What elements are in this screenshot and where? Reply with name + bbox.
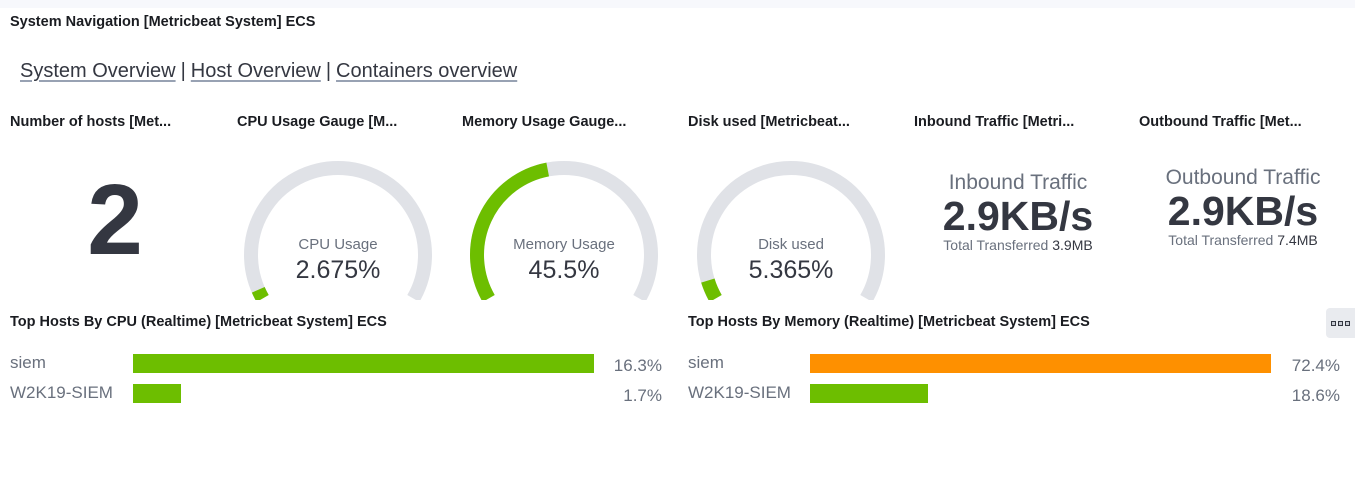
gauge-label: CPU Usage [298,236,378,253]
memory-gauge-title: Memory Usage Gauge... [462,114,627,130]
gauge-value: 5.365% [748,256,834,284]
host-name: siem [10,353,46,372]
memory-gauge: Memory Usage 45.5% [464,160,664,300]
gauge-label: Memory Usage [513,236,615,253]
top-strip [0,0,1355,8]
more-options-icon [1331,320,1336,326]
nav-separator: | [325,60,332,82]
more-options-icon [1338,320,1343,326]
navigation-links: System Overview | Host Overview | Containers… [20,60,517,83]
host-name: siem [688,353,724,372]
gauge-arc [697,161,885,300]
hosts-count: 2 [87,164,143,276]
cpu-gauge: CPU Usage 2.675% [238,160,438,300]
total-value: 7.4MB [1277,232,1318,248]
outbound-total: Total Transferred 7.4MB [1133,232,1353,248]
panel-options-button[interactable] [1326,308,1355,338]
gauge-arc [470,161,658,300]
gauge-arc [244,161,432,300]
bar-fill[interactable] [810,354,1271,373]
outbound-label: Outbound Traffic [1165,166,1321,189]
bar-value: 16.3% [613,356,662,375]
navigation-panel-title: System Navigation [Metricbeat System] EC… [10,14,316,30]
top-memory-title: Top Hosts By Memory (Realtime) [Metricbe… [688,314,1090,330]
host-name: W2K19-SIEM [10,383,113,402]
total-label: Total Transferred [1168,232,1274,248]
bar-row-siem: siem 72.4% [688,353,1343,375]
bar-row-w2k19-siem: W2K19-SIEM 18.6% [688,383,1343,405]
total-label: Total Transferred [943,237,1049,253]
inbound-label: Inbound Traffic [948,171,1088,194]
nav-separator: | [180,60,186,82]
more-options-icon [1345,320,1350,326]
total-value: 3.9MB [1052,237,1093,253]
inbound-total: Total Transferred 3.9MB [908,237,1128,253]
bar-value: 18.6% [1291,386,1340,405]
bar-fill[interactable] [133,384,182,403]
bar-value: 1.7% [623,386,662,405]
cpu-gauge-title: CPU Usage Gauge [M... [237,114,398,130]
bar-fill[interactable] [133,354,594,373]
gauge-label: Disk used [758,236,824,253]
bar-row-w2k19-siem: W2K19-SIEM 1.7% [10,383,665,405]
top-cpu-title: Top Hosts By CPU (Realtime) [Metricbeat … [10,314,387,330]
disk-gauge-title: Disk used [Metricbeat... [688,114,850,130]
outbound-panel-title: Outbound Traffic [Met... [1139,114,1302,130]
gauge-value: 2.675% [295,256,381,284]
link-containers-overview[interactable]: Containers overview [336,60,518,82]
inbound-panel-title: Inbound Traffic [Metri... [914,114,1075,130]
inbound-value: 2.9KB/s [942,193,1094,239]
link-host-overview[interactable]: Host Overview [190,60,321,82]
hosts-panel-title: Number of hosts [Met... [10,114,172,130]
outbound-traffic-metric: Outbound Traffic 2.9KB/s Total Transferr… [1133,166,1353,248]
bar-fill[interactable] [810,384,929,403]
disk-gauge: Disk used 5.365% [691,160,891,300]
bar-row-siem: siem 16.3% [10,353,665,375]
inbound-traffic-metric: Inbound Traffic 2.9KB/s Total Transferre… [908,171,1128,253]
host-name: W2K19-SIEM [688,383,791,402]
outbound-value: 2.9KB/s [1167,188,1319,234]
gauge-value: 45.5% [528,256,600,284]
link-system-overview[interactable]: System Overview [20,60,176,82]
bar-value: 72.4% [1291,356,1340,375]
